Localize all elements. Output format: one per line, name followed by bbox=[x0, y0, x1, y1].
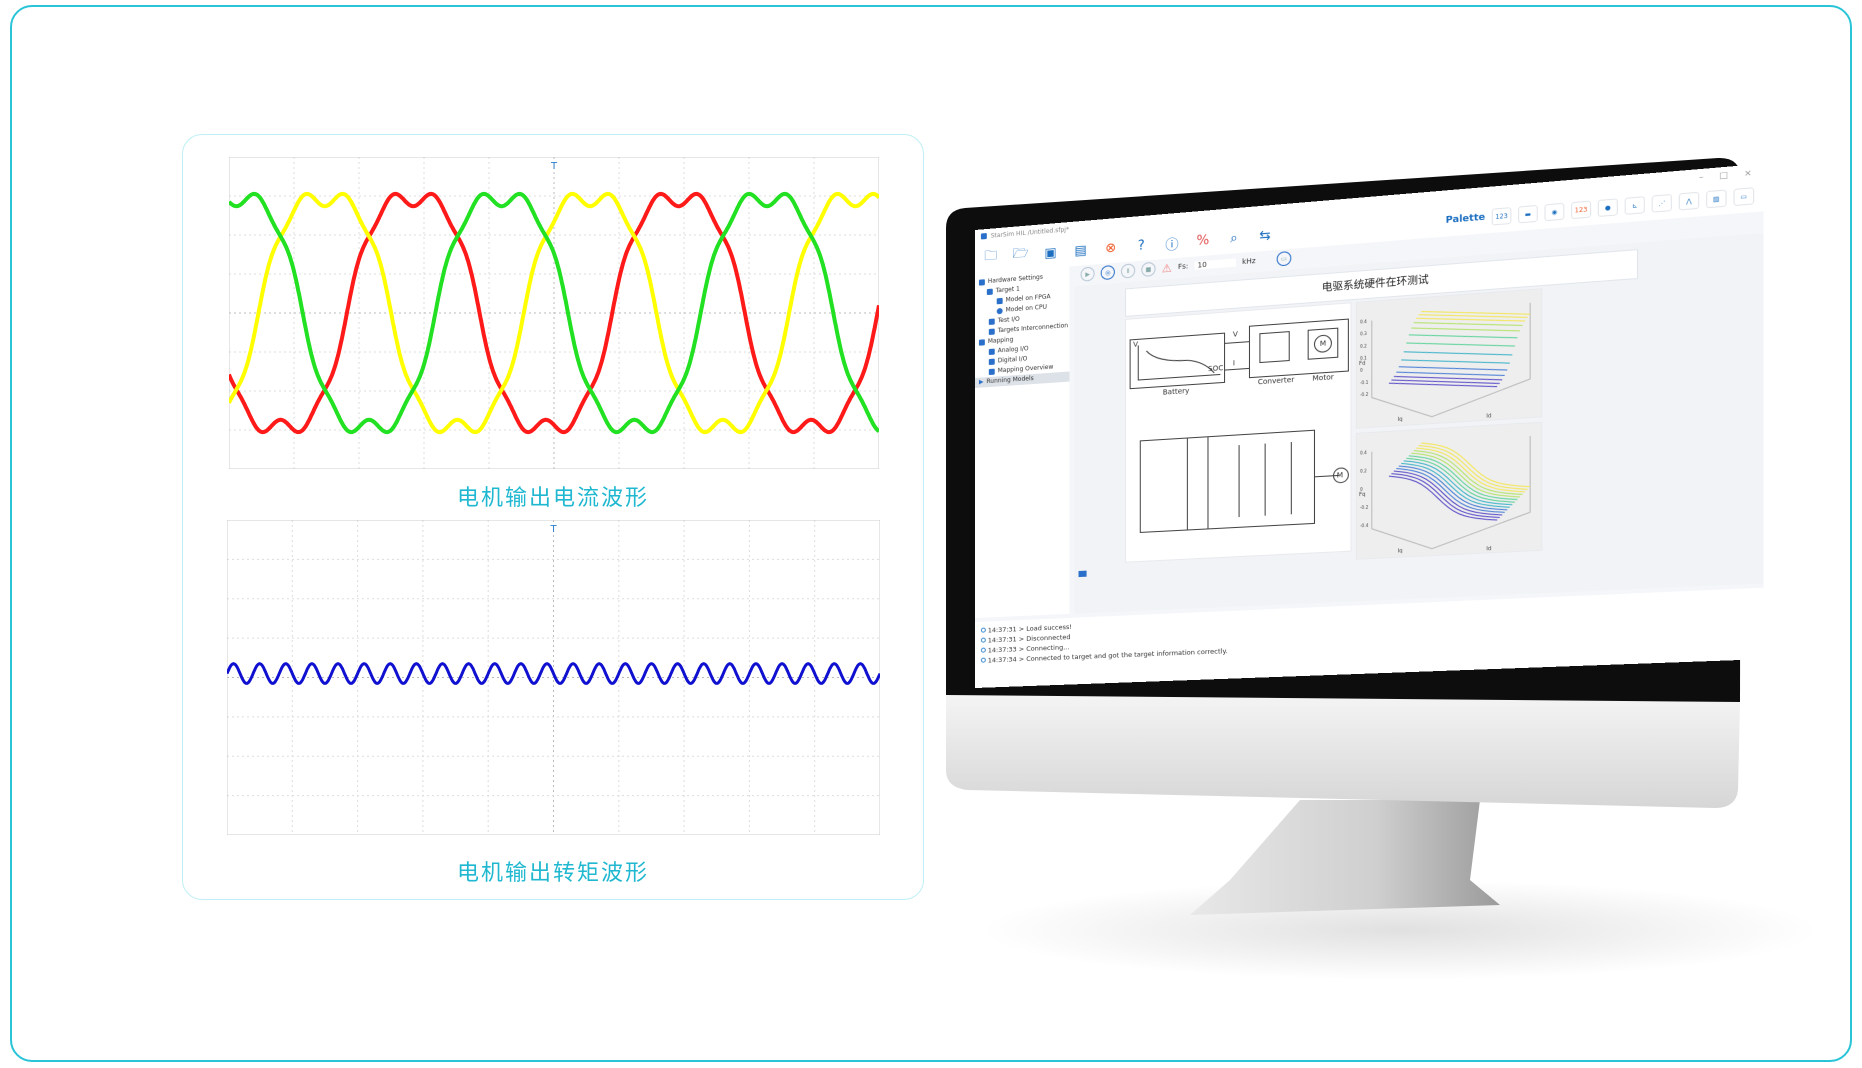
z-axis-label: Fd bbox=[1359, 361, 1365, 368]
fs-input[interactable]: 10 bbox=[1194, 258, 1236, 270]
z-tick-label: 0.2 bbox=[1360, 468, 1367, 474]
z-tick-label: -0.2 bbox=[1360, 504, 1369, 510]
z-tick-label: 0.1 bbox=[1360, 355, 1367, 361]
trigger-marker: T bbox=[550, 161, 558, 172]
model-canvas: 电驱系统硬件在环测试 V SOC Battery V I Converter M… bbox=[1074, 232, 1764, 614]
palette-led-icon[interactable]: ● bbox=[1597, 198, 1618, 218]
system-diagram: V SOC Battery V I Converter Motor M M bbox=[1125, 302, 1352, 563]
open-folder-icon[interactable]: 🗁 bbox=[1012, 245, 1029, 262]
voltage-signal-label: V bbox=[1232, 330, 1238, 339]
inspect-icon[interactable]: ⌕ bbox=[1230, 230, 1238, 247]
current-signal-label: I bbox=[1232, 359, 1235, 368]
z-tick-label: 0.3 bbox=[1360, 331, 1367, 337]
z-tick-label: 0 bbox=[1360, 368, 1363, 373]
battery-v-axis: V bbox=[1133, 340, 1139, 349]
inverter-motor-symbol: M bbox=[1336, 471, 1344, 480]
palette-toggle-icon[interactable]: ◉ bbox=[1544, 202, 1565, 222]
fs-unit: kHz bbox=[1242, 256, 1256, 267]
x-axis-label: Id bbox=[1486, 546, 1491, 553]
monitor-panel-icon[interactable]: ▭ bbox=[1276, 250, 1292, 267]
current-caption: 电机输出电流波形 bbox=[456, 486, 649, 511]
z-axis-label: Fq bbox=[1359, 492, 1365, 499]
z-tick-label: -0.1 bbox=[1360, 379, 1369, 385]
motor-symbol: M bbox=[1319, 339, 1327, 349]
y-axis-label: Iq bbox=[1397, 548, 1402, 555]
fd-surface-plot: 0.4 0.3 0.2 0.1 0 -0.1 -0.2 Fd Id Iq bbox=[1355, 288, 1543, 429]
palette-panel-icon[interactable]: ▭ bbox=[1733, 187, 1755, 207]
help-icon[interactable]: ? bbox=[1137, 237, 1145, 254]
palette-chart-icon[interactable]: ⊾ bbox=[1624, 196, 1645, 215]
palette-label: Palette bbox=[1445, 212, 1486, 227]
outer-frame bbox=[10, 5, 1852, 1062]
current-waveform-chart: T bbox=[229, 157, 879, 469]
palette-scope-icon[interactable]: ⋀ bbox=[1678, 191, 1700, 211]
battery-soc-label: SOC bbox=[1207, 364, 1224, 374]
monitor-chin bbox=[946, 695, 1740, 808]
minimize-button[interactable]: – bbox=[1698, 171, 1704, 182]
waveform-series-0 bbox=[229, 191, 879, 435]
waveform-series-2 bbox=[229, 191, 879, 435]
play-icon[interactable]: ▶ bbox=[1080, 266, 1095, 282]
z-tick-label: 0.4 bbox=[1360, 450, 1367, 456]
maximize-button[interactable]: □ bbox=[1719, 169, 1729, 180]
transfer-icon[interactable]: ⇆ bbox=[1259, 227, 1271, 244]
app-logo-icon bbox=[980, 233, 987, 240]
torque-caption: 电机输出转矩波形 bbox=[456, 861, 649, 886]
surface-mesh-line bbox=[1404, 344, 1513, 362]
pause-icon[interactable]: Ⅱ bbox=[1120, 263, 1136, 279]
torque-waveform-chart: T bbox=[227, 520, 880, 835]
new-project-icon[interactable]: 🗀 bbox=[984, 248, 998, 265]
motor-block[interactable]: Motor bbox=[1312, 373, 1334, 383]
save-as-icon[interactable]: ▤ bbox=[1074, 242, 1087, 259]
app-window: StarSim HIL /Untitled.sfpj* – □ × 🗀 🗁 ▣ ▤ … bbox=[975, 163, 1764, 689]
save-icon[interactable]: ▣ bbox=[1044, 244, 1057, 261]
z-tick-label: 0.4 bbox=[1360, 319, 1367, 325]
palette-numeric-input[interactable]: 123 bbox=[1571, 200, 1592, 220]
console-toggle-icon[interactable] bbox=[1078, 570, 1087, 578]
palette-label-widget[interactable]: ▬ bbox=[1518, 204, 1538, 224]
monitor-stand bbox=[1190, 800, 1500, 915]
trigger-marker: T bbox=[549, 524, 557, 535]
warning-icon: ⚠ bbox=[1161, 260, 1172, 275]
battery-block[interactable]: Battery bbox=[1162, 386, 1190, 397]
palette-image-icon[interactable]: ▧ bbox=[1706, 189, 1727, 209]
z-tick-label: -0.4 bbox=[1360, 523, 1369, 529]
y-axis-label: Iq bbox=[1397, 416, 1402, 423]
z-tick-label: 0.2 bbox=[1360, 343, 1367, 349]
close-window-button[interactable]: × bbox=[1744, 167, 1752, 178]
z-tick-label: 0 bbox=[1360, 487, 1363, 492]
waveform-series-1 bbox=[229, 191, 879, 435]
load-icon[interactable]: ◎ bbox=[1100, 264, 1115, 281]
x-axis-label: Id bbox=[1486, 413, 1491, 420]
project-tree: Hardware Settings Target 1 Model on FPGA… bbox=[975, 266, 1070, 618]
fq-surface-plot: 0.4 0.2 0 -0.2 -0.4 Fq Id Iq bbox=[1355, 421, 1543, 560]
info-icon[interactable]: ⓘ bbox=[1165, 236, 1179, 254]
palette-numeric-display[interactable]: 123 bbox=[1491, 207, 1512, 226]
surface-mesh-line bbox=[1406, 336, 1515, 354]
monitor-shadow bbox=[980, 880, 1820, 980]
z-tick-label: -0.2 bbox=[1360, 391, 1369, 397]
surface-mesh-line bbox=[1421, 437, 1530, 493]
close-icon[interactable]: ⊗ bbox=[1105, 239, 1117, 257]
palette-xy-chart-icon[interactable]: ⋰ bbox=[1651, 193, 1672, 213]
waveform-series-0 bbox=[227, 662, 880, 685]
disconnect-icon[interactable]: % bbox=[1196, 232, 1210, 249]
surface-mesh-line bbox=[1391, 373, 1499, 391]
fs-label: Fs: bbox=[1177, 262, 1189, 272]
surface-mesh-line bbox=[1419, 307, 1528, 325]
stop-icon[interactable]: ■ bbox=[1141, 261, 1156, 278]
